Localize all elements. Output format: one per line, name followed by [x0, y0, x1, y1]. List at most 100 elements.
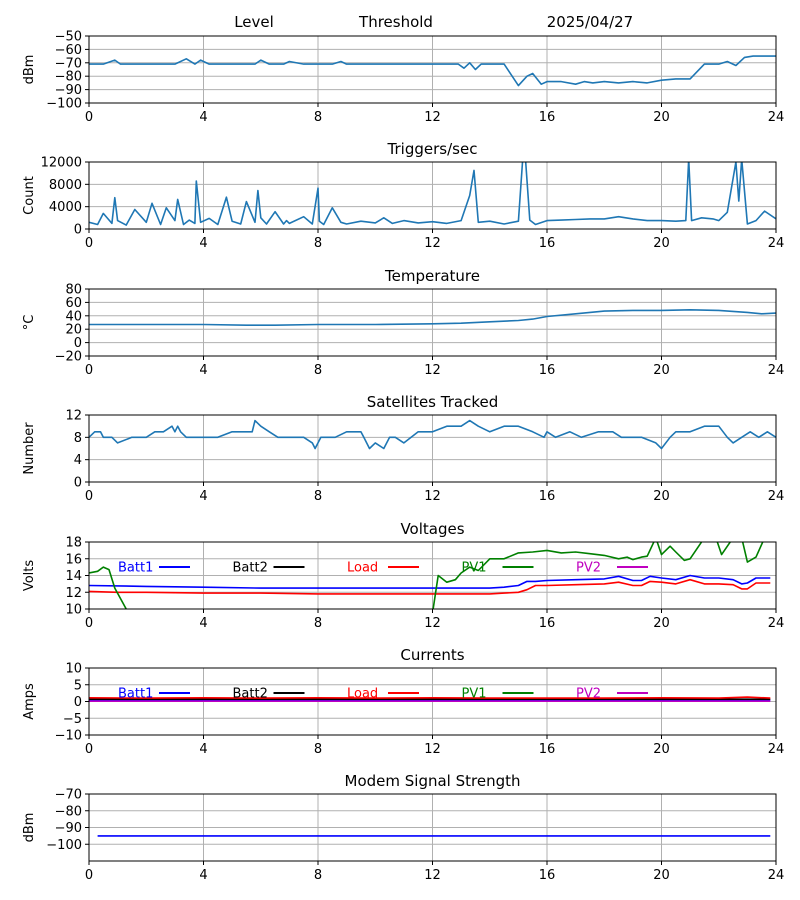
triggers-ytick-label: 12000	[41, 156, 82, 171]
level-ytick-label: −100	[46, 97, 82, 112]
currents-xtick-label: 16	[539, 742, 556, 757]
currents-xtick-label: 0	[85, 742, 93, 757]
currents-ytick-label: 0	[74, 695, 82, 710]
modem-xtick-label: 0	[85, 868, 93, 883]
temperature-title: Temperature	[384, 267, 480, 285]
voltages-xtick-label: 24	[768, 616, 785, 631]
satellites-xtick-label: 16	[539, 489, 556, 504]
satellites-chart: 0 4 8 12 16 20 24 0 4 8 12 Satellites Tracked Number	[22, 393, 784, 504]
satellites-series-line-0	[89, 419, 776, 450]
voltages-xtick-label: 8	[314, 616, 322, 631]
voltages-ytick-label: 14	[65, 569, 82, 584]
level-ytick-label: −80	[55, 70, 82, 85]
voltages-legend-label-batt1: Batt1	[118, 561, 153, 576]
satellites-ytick-label: 0	[74, 476, 82, 491]
triggers-ytick-label: 4000	[49, 200, 82, 215]
voltages-ylabel: Volts	[22, 560, 37, 592]
voltages-series-line-batt1	[89, 574, 771, 589]
voltages-legend-label-pv1: PV1	[462, 561, 487, 576]
temperature-xtick-label: 12	[424, 363, 441, 378]
modem-xtick-label: 20	[653, 868, 670, 883]
currents-xtick-label: 20	[653, 742, 670, 757]
voltages-legend-label-batt2: Batt2	[233, 561, 268, 576]
triggers-xtick-label: 16	[539, 236, 556, 251]
level-label: Level	[234, 13, 274, 31]
currents-xtick-label: 4	[199, 742, 207, 757]
voltages-xtick-label: 20	[653, 616, 670, 631]
level-xtick-label: 16	[539, 110, 556, 125]
currents-legend-label-load: Load	[347, 687, 378, 702]
level-xtick-label: 12	[424, 110, 441, 125]
modem-xtick-label: 16	[539, 868, 556, 883]
temperature-ytick-label: 40	[65, 309, 82, 324]
level-ytick-label: −50	[55, 30, 82, 45]
triggers-xtick-label: 8	[314, 236, 322, 251]
satellites-ytick-label: 8	[74, 431, 82, 446]
level-ytick-label: −90	[55, 83, 82, 98]
level-ytick-label: −70	[55, 56, 82, 71]
level-xtick-label: 20	[653, 110, 670, 125]
currents-ytick-label: 5	[74, 678, 82, 693]
modem-xtick-label: 8	[314, 868, 322, 883]
voltages-xtick-label: 0	[85, 616, 93, 631]
currents-legend-label-pv2: PV2	[576, 687, 601, 702]
currents-ytick-label: −5	[63, 712, 82, 727]
voltages-legend-label-pv2: PV2	[576, 561, 601, 576]
modem-ytick-label: −80	[55, 804, 82, 819]
voltages-ytick-label: 10	[65, 603, 82, 618]
currents-xtick-label: 12	[424, 742, 441, 757]
triggers-xtick-label: 20	[653, 236, 670, 251]
triggers-xtick-label: 12	[424, 236, 441, 251]
currents-ylabel: Amps	[22, 683, 37, 720]
currents-legend-label-batt2: Batt2	[233, 687, 268, 702]
voltages-xtick-label: 4	[199, 616, 207, 631]
temperature-xtick-label: 4	[199, 363, 207, 378]
currents-legend-label-pv1: PV1	[462, 687, 487, 702]
level-ytick-label: −60	[55, 43, 82, 58]
currents-legend-label-batt1: Batt1	[118, 687, 153, 702]
triggers-chart: 0 4 8 12 16 20 24 0 4000 8000 12000 Triggers/sec Cou…	[22, 140, 784, 251]
currents-title: Currents	[400, 646, 464, 664]
level-chart: 0 4 8 12 16 20 24 −100−90−80−70−60−50 dBm	[22, 30, 784, 126]
voltages-series-line-pv1	[89, 542, 764, 609]
threshold-label: Threshold	[358, 13, 433, 31]
modem-ylabel: dBm	[22, 813, 37, 843]
modem-ytick-label: −100	[46, 838, 82, 853]
currents-xtick-label: 24	[768, 742, 785, 757]
level-xtick-label: 4	[199, 110, 207, 125]
voltages-xtick-label: 12	[424, 616, 441, 631]
level-xtick-label: 8	[314, 110, 322, 125]
voltages-xtick-label: 16	[539, 616, 556, 631]
temperature-ytick-label: 80	[65, 283, 82, 298]
temperature-xtick-label: 16	[539, 363, 556, 378]
voltages-ytick-label: 18	[65, 536, 82, 551]
modem-xtick-label: 4	[199, 868, 207, 883]
triggers-ylabel: Count	[22, 176, 37, 215]
level-series-line-0	[89, 55, 776, 87]
triggers-xtick-label: 4	[199, 236, 207, 251]
triggers-ytick-label: 0	[74, 223, 82, 238]
temperature-ytick-label: 0	[74, 336, 82, 351]
temperature-ytick-label: 20	[65, 323, 82, 338]
level-ylabel: dBm	[22, 55, 37, 85]
modem-ytick-label: −70	[55, 788, 82, 803]
voltages-series-line-load	[89, 578, 771, 595]
currents-xtick-label: 8	[314, 742, 322, 757]
modem-chart: 0 4 8 12 16 20 24 −100 −90 −80−70 Modem Signal Str…	[22, 772, 784, 883]
voltages-ytick-label: 16	[65, 552, 82, 567]
satellites-xtick-label: 8	[314, 489, 322, 504]
temperature-xtick-label: 0	[85, 363, 93, 378]
satellites-xtick-label: 24	[768, 489, 785, 504]
triggers-title: Triggers/sec	[387, 140, 478, 158]
triggers-xtick-label: 0	[85, 236, 93, 251]
currents-ytick-label: 10	[65, 662, 82, 677]
satellites-xtick-label: 20	[653, 489, 670, 504]
temperature-xtick-label: 8	[314, 363, 322, 378]
satellites-title: Satellites Tracked	[367, 393, 498, 411]
triggers-xtick-label: 24	[768, 236, 785, 251]
currents-series-line-load	[89, 696, 771, 699]
